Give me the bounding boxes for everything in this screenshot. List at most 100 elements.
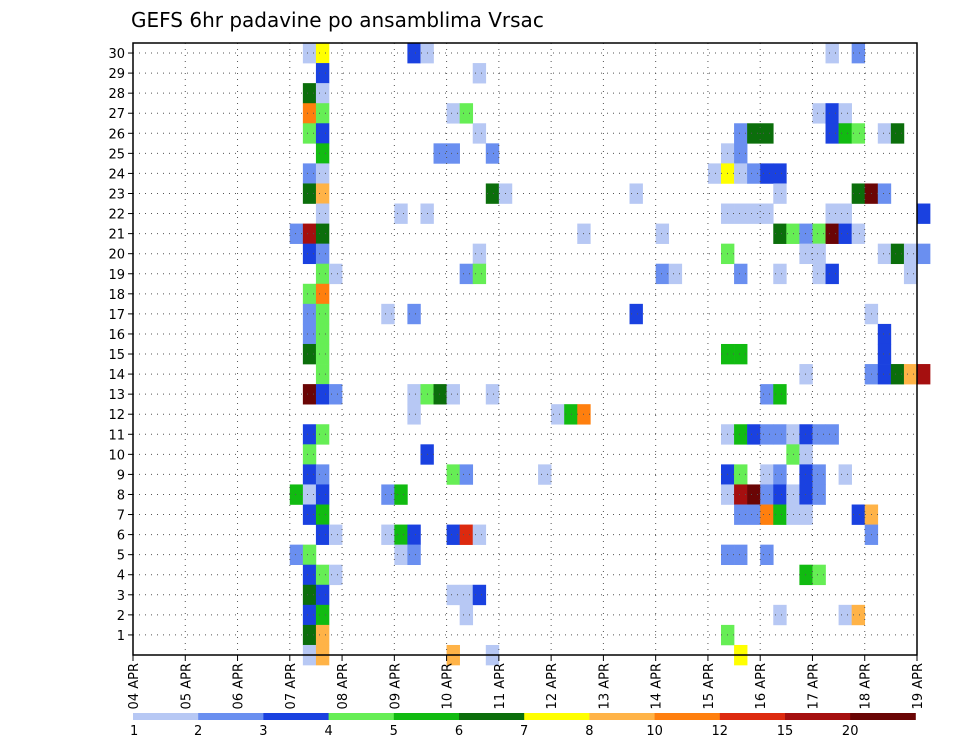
x-tick-label: 15 APR — [702, 663, 717, 709]
heatmap-cell — [315, 384, 330, 405]
heatmap-cell — [302, 223, 317, 244]
heatmap-cell — [315, 223, 330, 244]
heatmap-cell — [825, 203, 839, 224]
heatmap-cell — [747, 484, 761, 505]
heatmap-cell — [289, 544, 304, 566]
y-tick-label: 6 — [117, 529, 125, 544]
heatmap-cell — [315, 364, 330, 385]
heatmap-cell — [446, 384, 460, 405]
y-tick-label: 12 — [108, 408, 125, 423]
colorbar-swatch — [785, 713, 851, 720]
heatmap-cell — [773, 504, 787, 525]
heatmap-cell — [315, 263, 330, 285]
x-tick-label: 12 APR — [545, 663, 560, 709]
colorbar-label: 2 — [194, 724, 202, 739]
y-tick-label: 17 — [108, 308, 125, 323]
heatmap-cell — [329, 384, 343, 405]
heatmap-cell — [799, 564, 813, 586]
heatmap-cell — [917, 364, 931, 385]
heatmap-cell — [302, 464, 317, 485]
colorbar-swatch — [133, 713, 199, 720]
x-tick-label: 13 APR — [597, 663, 612, 709]
x-tick-label: 08 APR — [336, 663, 351, 709]
heatmap-cell — [407, 404, 421, 425]
heatmap-cell — [812, 484, 826, 505]
heatmap-cell — [773, 464, 787, 485]
heatmap-cell — [760, 484, 774, 505]
heatmap-cell — [734, 504, 748, 525]
heatmap-cell — [315, 123, 330, 144]
heatmap-cell — [315, 203, 330, 224]
x-tick-label: 17 APR — [806, 663, 821, 709]
y-tick-label: 10 — [108, 448, 125, 463]
y-tick-label: 3 — [117, 589, 125, 604]
heatmap-cell — [551, 404, 565, 425]
heatmap-cell — [799, 464, 813, 485]
heatmap-cell — [851, 504, 866, 525]
heatmap-cell — [302, 444, 317, 465]
heatmap-cell — [877, 123, 892, 144]
heatmap-cell — [825, 424, 839, 445]
colorbar-label: 7 — [520, 724, 528, 739]
y-tick-label: 1 — [117, 629, 125, 644]
heatmap-cell — [812, 424, 826, 445]
heatmap-cell — [812, 223, 826, 244]
heatmap-cell — [302, 163, 317, 184]
colorbar-label: 10 — [646, 724, 663, 739]
heatmap-cell — [655, 263, 670, 285]
heatmap-cell — [799, 424, 813, 445]
heatmap-cell — [302, 123, 317, 144]
heatmap-cell — [315, 464, 330, 485]
heatmap-cell — [564, 404, 578, 425]
colorbar-label: 3 — [259, 724, 267, 739]
y-tick-label: 21 — [108, 228, 125, 243]
heatmap-cell — [773, 604, 787, 626]
heatmap-cell — [459, 524, 474, 545]
colorbar-swatch — [524, 713, 590, 720]
y-tick-label: 22 — [108, 208, 125, 223]
heatmap-cell — [734, 544, 748, 566]
heatmap-cell — [825, 123, 839, 144]
heatmap-cell — [877, 364, 892, 385]
heatmap-cell — [734, 424, 748, 445]
heatmap-cell — [472, 524, 487, 545]
y-axis-ticks: 1234567891011121314151617181920212223242… — [108, 47, 133, 644]
heatmap-cell — [381, 303, 395, 325]
heatmap-cell — [446, 584, 460, 606]
heatmap-cell — [760, 544, 774, 566]
heatmap-cell — [747, 424, 761, 445]
colorbar-swatch — [654, 713, 721, 720]
heatmap-cell — [472, 123, 487, 144]
x-tick-label: 14 APR — [650, 663, 665, 709]
heatmap-cell — [734, 464, 748, 485]
heatmap-cell — [472, 263, 487, 285]
heatmap-cell — [315, 424, 330, 445]
x-axis-ticks: 04 APR 05 APR 06 APR 07 APR 08 APR 09 APR 10 A… — [127, 655, 926, 709]
x-tick-label: 09 APR — [388, 663, 403, 709]
heatmap-cell — [302, 283, 317, 305]
heatmap-cell — [825, 103, 839, 124]
heatmap-cell — [851, 223, 866, 244]
heatmap-cell — [773, 183, 787, 204]
y-tick-label: 18 — [108, 288, 125, 303]
heatmap-cell — [315, 323, 330, 345]
heatmap-cell — [734, 123, 748, 144]
heatmap-cell — [838, 604, 852, 626]
colorbar-swatch — [850, 713, 916, 720]
y-tick-label: 27 — [108, 107, 125, 122]
heatmap-cell — [315, 83, 330, 104]
heatmap-cell — [446, 143, 460, 164]
heatmap-cell — [629, 183, 643, 204]
heatmap-cell — [851, 604, 866, 626]
y-tick-label: 29 — [108, 67, 125, 82]
heatmap-cell — [381, 484, 395, 505]
heatmap-cell — [838, 223, 852, 244]
heatmap-cell — [890, 243, 905, 265]
heatmap-cell — [407, 43, 421, 64]
heatmap-cell — [890, 364, 905, 385]
heatmap-cell — [407, 524, 421, 545]
y-tick-label: 30 — [108, 47, 125, 62]
y-tick-label: 19 — [108, 268, 125, 283]
y-tick-label: 9 — [117, 468, 125, 483]
colorbar-swatch — [719, 713, 786, 720]
